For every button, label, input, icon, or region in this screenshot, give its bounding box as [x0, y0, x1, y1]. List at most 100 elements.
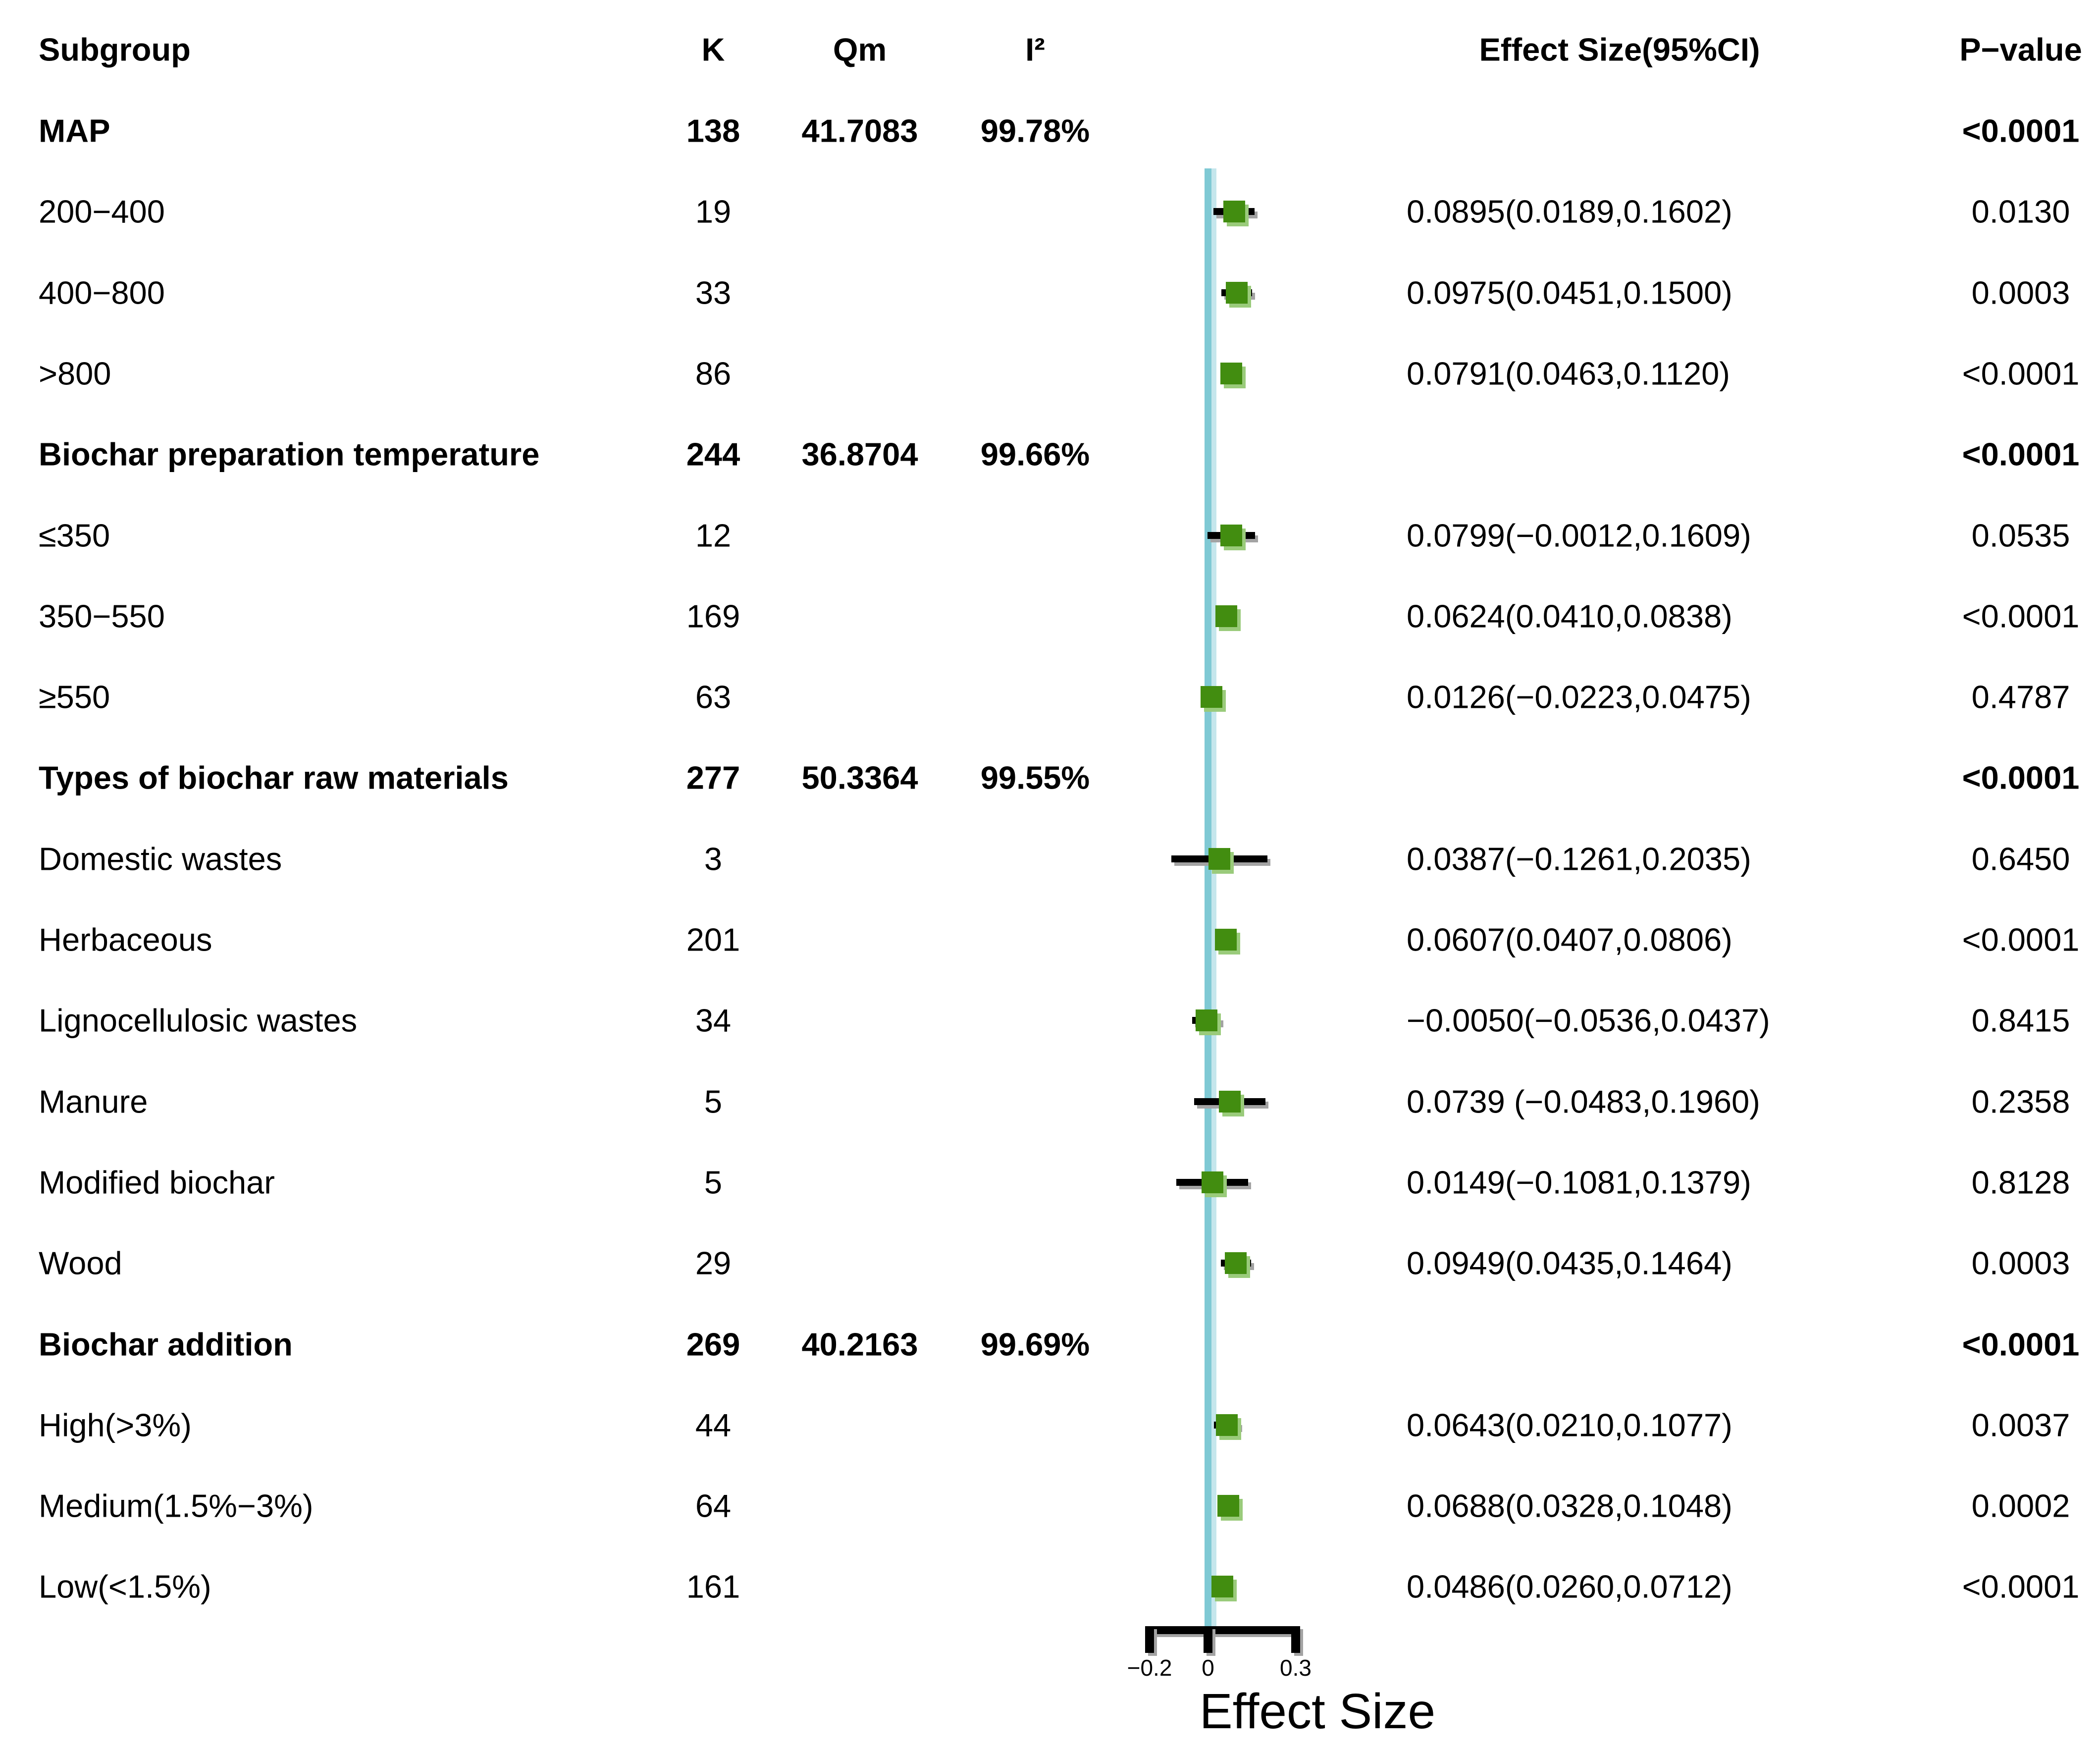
- column-header-effect-size: Effect Size(95%CI): [1479, 31, 1760, 68]
- column-header-i2: I²: [1025, 31, 1045, 68]
- k-value: 5: [704, 1164, 723, 1201]
- k-value: 29: [695, 1245, 732, 1281]
- p-value-text: <0.0001: [1962, 355, 2080, 392]
- effect-marker: [1208, 848, 1230, 870]
- row-label: Domestic wastes: [39, 841, 282, 877]
- p-value-text: 0.8128: [1971, 1164, 2070, 1201]
- k-value: 34: [695, 1002, 732, 1039]
- effect-size-text: 0.0486(0.0260,0.0712): [1407, 1568, 1732, 1605]
- p-value-text: 0.4787: [1971, 679, 2070, 715]
- x-axis-title: Effect Size: [1199, 1684, 1436, 1739]
- row-label: ≥550: [39, 679, 110, 715]
- p-value-text: 0.8415: [1971, 1002, 2070, 1039]
- column-header-p-value: P−value: [1959, 31, 2082, 68]
- row-label: 350−550: [39, 598, 165, 635]
- k-value: 269: [686, 1326, 740, 1363]
- axis-tick-label: 0: [1202, 1655, 1214, 1681]
- axis-tick: [1145, 1626, 1154, 1653]
- k-value: 64: [695, 1487, 732, 1524]
- effect-size-text: 0.0975(0.0451,0.1500): [1407, 274, 1732, 311]
- p-value-text: 0.0002: [1971, 1487, 2070, 1524]
- effect-marker: [1215, 929, 1237, 951]
- k-value: 3: [704, 841, 723, 877]
- k-value: 138: [686, 112, 740, 149]
- effect-size-text: 0.0643(0.0210,0.1077): [1407, 1407, 1732, 1443]
- effect-size-text: 0.0688(0.0328,0.1048): [1407, 1487, 1732, 1524]
- k-value: 33: [695, 274, 732, 311]
- column-header-k: K: [701, 31, 725, 68]
- column-header-qm: Qm: [833, 31, 887, 68]
- k-value: 86: [695, 355, 732, 392]
- effect-marker: [1219, 1091, 1241, 1113]
- i2-value: 99.78%: [980, 112, 1090, 149]
- effect-size-text: 0.0624(0.0410,0.0838): [1407, 598, 1732, 635]
- effect-marker: [1216, 1414, 1238, 1436]
- p-value-text: 0.0130: [1971, 193, 2070, 230]
- k-value: 201: [686, 921, 740, 958]
- effect-size-text: 0.0895(0.0189,0.1602): [1407, 193, 1732, 230]
- p-value-text: <0.0001: [1962, 436, 2080, 473]
- effect-marker: [1217, 1495, 1239, 1517]
- row-label: Biochar preparation temperature: [39, 436, 540, 473]
- p-value-text: <0.0001: [1962, 112, 2080, 149]
- p-value-text: <0.0001: [1962, 921, 2080, 958]
- k-value: 63: [695, 679, 732, 715]
- row-label: Biochar addition: [39, 1326, 293, 1363]
- effect-size-text: 0.0739 (−0.0483,0.1960): [1407, 1083, 1760, 1120]
- k-value: 277: [686, 759, 740, 796]
- qm-value: 36.8704: [801, 436, 918, 473]
- row-label: ≤350: [39, 517, 110, 554]
- effect-size-text: 0.0607(0.0407,0.0806): [1407, 921, 1732, 958]
- row-label: Herbaceous: [39, 921, 212, 958]
- axis-tick-label: 0.3: [1280, 1655, 1312, 1681]
- row-label: Lignocellulosic wastes: [39, 1002, 358, 1039]
- k-value: 44: [695, 1407, 732, 1443]
- effect-size-text: 0.0799(−0.0012,0.1609): [1407, 517, 1751, 554]
- k-value: 244: [686, 436, 740, 473]
- qm-value: 41.7083: [801, 112, 918, 149]
- row-label: >800: [39, 355, 111, 392]
- p-value-text: 0.2358: [1971, 1083, 2070, 1120]
- i2-value: 99.69%: [980, 1326, 1090, 1363]
- effect-marker: [1202, 1171, 1223, 1193]
- row-label: Medium(1.5%−3%): [39, 1487, 314, 1524]
- p-value-text: <0.0001: [1962, 598, 2080, 635]
- row-label: MAP: [39, 112, 110, 149]
- p-value-text: 0.0003: [1971, 274, 2070, 311]
- effect-marker: [1201, 686, 1222, 708]
- x-axis-bar: [1145, 1626, 1300, 1634]
- qm-value: 50.3364: [801, 759, 918, 796]
- zero-reference-line: [1205, 168, 1211, 1630]
- effect-size-text: 0.0949(0.0435,0.1464): [1407, 1245, 1732, 1281]
- row-label: Wood: [39, 1245, 122, 1281]
- effect-marker: [1223, 201, 1245, 222]
- effect-size-text: 0.0126(−0.0223,0.0475): [1407, 679, 1751, 715]
- effect-size-text: 0.0387(−0.1261,0.2035): [1407, 841, 1751, 877]
- i2-value: 99.55%: [980, 759, 1090, 796]
- axis-tick-label: −0.2: [1127, 1655, 1172, 1681]
- effect-marker: [1215, 605, 1237, 627]
- row-label: Manure: [39, 1083, 148, 1120]
- qm-value: 40.2163: [801, 1326, 918, 1363]
- row-label: High(>3%): [39, 1407, 192, 1443]
- effect-marker: [1220, 363, 1242, 384]
- effect-marker: [1225, 1252, 1247, 1274]
- p-value-text: 0.0003: [1971, 1245, 2070, 1281]
- row-label: Modified biochar: [39, 1164, 275, 1201]
- row-label: 200−400: [39, 193, 165, 230]
- p-value-text: 0.6450: [1971, 841, 2070, 877]
- k-value: 161: [686, 1568, 740, 1605]
- p-value-text: <0.0001: [1962, 1568, 2080, 1605]
- row-label: Types of biochar raw materials: [39, 759, 509, 796]
- effect-marker: [1196, 1009, 1217, 1031]
- k-value: 169: [686, 598, 740, 635]
- effect-size-text: 0.0149(−0.1081,0.1379): [1407, 1164, 1751, 1201]
- effect-marker: [1211, 1576, 1233, 1597]
- p-value-text: 0.0535: [1971, 517, 2070, 554]
- i2-value: 99.66%: [980, 436, 1090, 473]
- p-value-text: 0.0037: [1971, 1407, 2070, 1443]
- k-value: 12: [695, 517, 732, 554]
- axis-tick: [1204, 1626, 1212, 1653]
- effect-size-text: 0.0791(0.0463,0.1120): [1407, 355, 1730, 392]
